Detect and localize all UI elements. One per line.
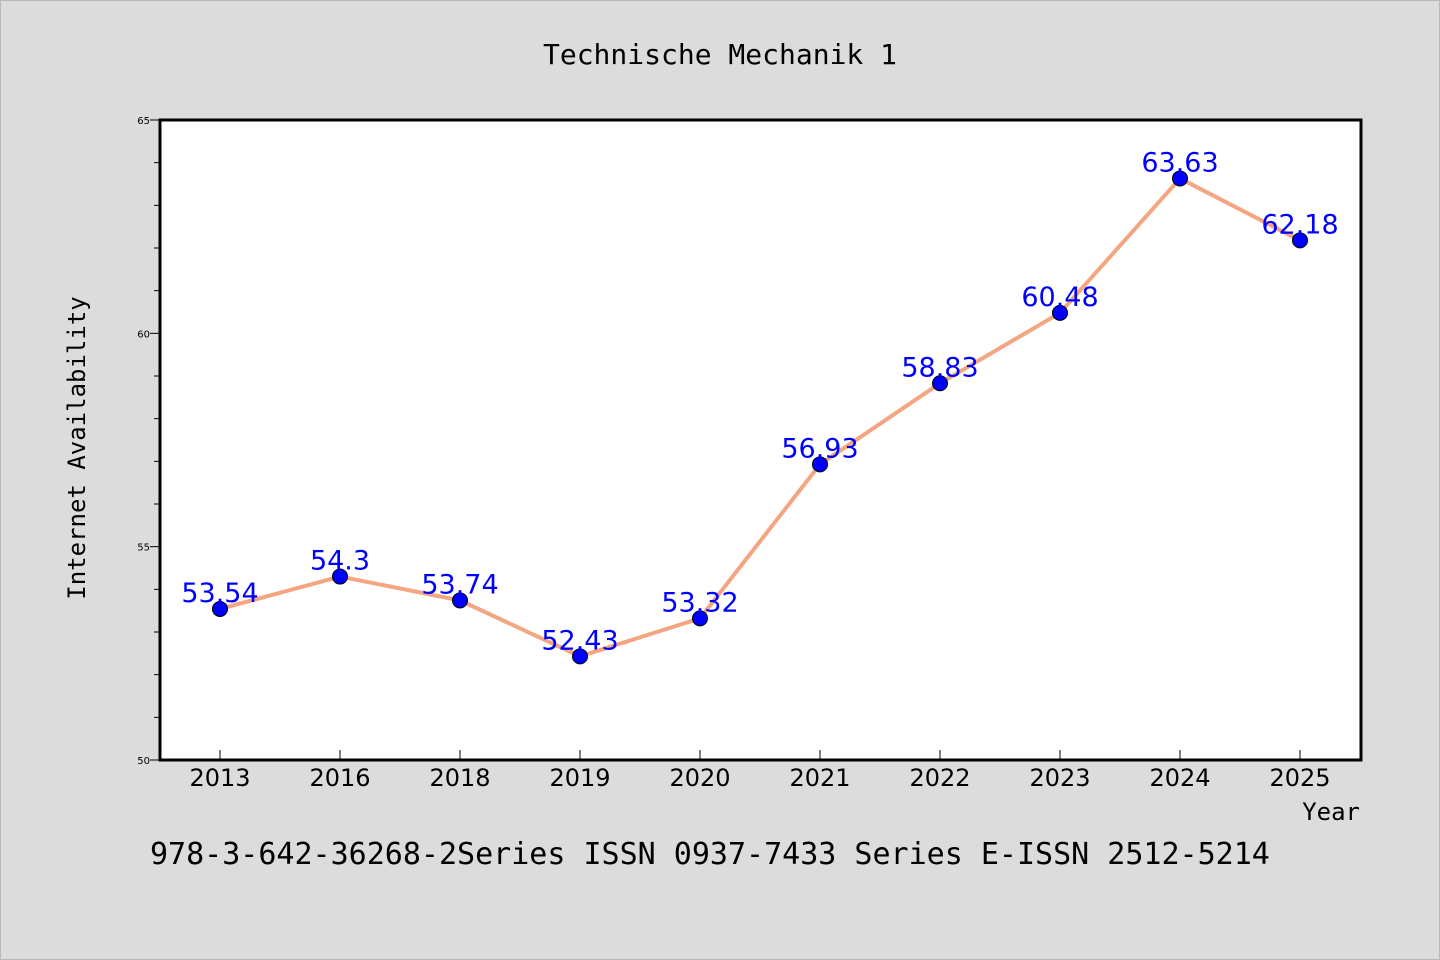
data-point: [932, 375, 948, 392]
data-label: 63.63: [1141, 147, 1218, 178]
data-label: 56.93: [781, 433, 858, 464]
data-point: [1172, 170, 1188, 187]
x-tick-label: 2018: [429, 764, 490, 792]
data-point: [692, 610, 708, 627]
data-point: [332, 568, 348, 585]
data-label: 53.74: [421, 569, 498, 600]
data-label: 58.83: [901, 352, 978, 383]
x-tick-label: 2013: [189, 764, 250, 792]
data-label: 53.54: [181, 578, 258, 609]
data-label: 52.43: [541, 625, 618, 656]
data-label: 62.18: [1261, 209, 1338, 240]
data-label: 60.48: [1021, 282, 1098, 313]
series-markers: [212, 170, 1308, 665]
x-tick-label: 2023: [1029, 764, 1090, 792]
footer-text: 978-3-642-36268-2Series ISSN 0937-7433 S…: [150, 837, 1270, 872]
plot-area: [158, 118, 1363, 762]
y-axis: 50 55 60 65: [137, 116, 160, 767]
x-tick-label: 2021: [789, 764, 850, 792]
data-point: [1052, 304, 1068, 321]
x-tick-label: 2022: [909, 764, 970, 792]
y-axis-label: Internet Availability: [63, 296, 91, 599]
data-labels: 53.54 54.3 53.74 52.43 53.32 56.93 58.83 60.48 6…: [181, 147, 1338, 656]
x-tick-label: 2016: [309, 764, 370, 792]
x-tick-label: 2025: [1269, 764, 1330, 792]
x-axis-label: Year: [1302, 798, 1360, 826]
data-point: [812, 456, 828, 473]
x-axis: 2013 2016 2018 2019 2020 2021 2022 2023 2024 2025: [189, 750, 1331, 792]
data-label: 54.3: [310, 546, 370, 577]
x-tick-label: 2020: [669, 764, 730, 792]
data-point: [212, 600, 228, 617]
y-tick-label: 55: [137, 543, 150, 554]
data-label: 53.32: [661, 587, 738, 618]
data-point: [1292, 232, 1308, 249]
y-tick-label: 65: [137, 116, 150, 127]
series-line: [219, 176, 1301, 659]
y-tick-label: 60: [137, 329, 150, 340]
y-tick-label: 50: [137, 756, 150, 767]
data-point: [452, 592, 468, 609]
data-point: [572, 648, 588, 665]
x-tick-label: 2019: [549, 764, 610, 792]
chart-title: Technische Mechanik 1: [543, 38, 897, 71]
x-tick-label: 2024: [1149, 764, 1210, 792]
